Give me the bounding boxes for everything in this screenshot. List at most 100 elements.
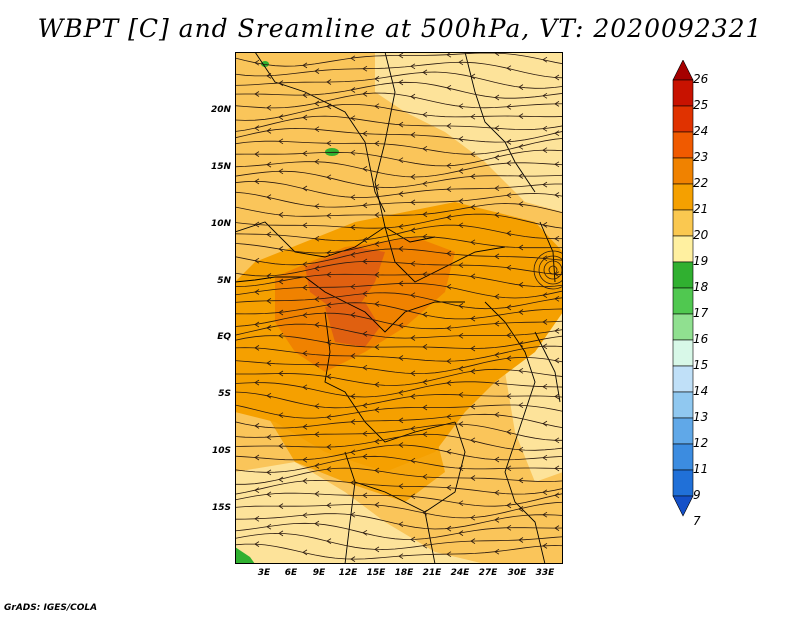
streamline-arrow — [470, 315, 476, 322]
lon-label: 18E — [394, 568, 414, 578]
streamline-arrow — [554, 465, 560, 472]
streamline-arrow — [362, 430, 368, 437]
streamline-arrow — [458, 365, 464, 372]
streamline-arrow — [362, 237, 368, 243]
wbpt-region-hotter — [305, 247, 385, 312]
streamline-arrow — [446, 448, 452, 455]
streamline-arrow — [470, 403, 476, 410]
streamline-arrow — [314, 322, 320, 328]
streamline-arrow — [362, 529, 368, 536]
streamline-arrow — [554, 295, 560, 302]
streamline-arrow — [398, 79, 404, 86]
streamline — [235, 292, 563, 310]
streamline — [235, 260, 563, 277]
streamline-arrow — [302, 62, 308, 69]
streamline-arrow — [446, 325, 452, 332]
streamline-arrow — [302, 549, 308, 556]
streamline-arrow — [266, 161, 272, 168]
streamline-arrow — [542, 420, 548, 427]
streamline-arrow — [458, 391, 464, 398]
streamline-arrow — [470, 273, 476, 280]
streamline — [235, 224, 563, 242]
streamline-arrow — [554, 525, 560, 531]
streamline-arrow — [458, 465, 464, 472]
streamline-vortex — [533, 250, 563, 290]
streamline-arrow — [422, 111, 428, 118]
streamline-arrow — [446, 380, 452, 386]
streamline-arrow — [326, 79, 332, 85]
streamline-arrow — [494, 456, 500, 463]
streamline-arrow — [542, 125, 548, 132]
streamline-arrow — [362, 258, 368, 265]
streamline — [235, 335, 563, 349]
streamline-arrow — [266, 128, 272, 134]
wbpt-patch-green — [235, 547, 255, 564]
streamline-arrow — [554, 74, 560, 81]
streamline-arrow — [506, 160, 512, 166]
colorbar-label: 18 — [693, 280, 709, 294]
streamline-arrow — [278, 278, 284, 285]
streamline-arrow — [494, 154, 500, 161]
streamline-arrow — [314, 431, 320, 438]
streamline — [235, 455, 563, 473]
streamline-arrow — [446, 214, 452, 221]
colorbar-label: 17 — [693, 306, 709, 320]
lon-label: 27E — [478, 568, 498, 578]
streamline — [235, 137, 563, 155]
streamline-arrow — [326, 174, 332, 181]
streamline-arrow — [266, 298, 272, 304]
streamline — [235, 92, 563, 109]
streamline-arrow — [506, 139, 512, 145]
colorbar-swatch — [672, 313, 694, 341]
streamline-arrow — [374, 103, 380, 110]
streamline-arrow — [410, 457, 416, 464]
streamline-arrow — [554, 130, 560, 137]
streamline — [235, 522, 563, 540]
streamline-arrow — [350, 479, 356, 486]
colorbar-label: 13 — [693, 410, 709, 424]
streamline-arrow — [410, 393, 416, 400]
lat-label: 20N — [210, 105, 231, 115]
streamline-arrow — [554, 101, 560, 107]
streamline-arrow — [422, 271, 428, 278]
streamline-arrow — [326, 339, 332, 346]
streamline-arrow — [266, 469, 272, 476]
streamline-arrow — [302, 384, 308, 391]
colorbar-swatch — [672, 209, 694, 237]
streamline-arrow — [410, 493, 416, 500]
streamline-arrow — [542, 454, 548, 461]
streamline-arrow — [278, 114, 284, 120]
streamline — [235, 104, 563, 121]
streamline-arrow — [542, 92, 548, 99]
streamline-arrow — [470, 514, 476, 521]
streamline-arrow — [410, 174, 416, 180]
streamline-arrow — [350, 511, 356, 518]
streamline-arrow — [554, 492, 560, 499]
streamline-arrow — [506, 355, 512, 362]
streamline-arrow — [410, 93, 416, 100]
streamline-arrow — [458, 198, 464, 204]
streamline-arrow — [266, 392, 272, 399]
streamline-arrow — [446, 484, 452, 491]
streamline-arrow — [410, 335, 416, 341]
streamline-arrow — [470, 113, 476, 120]
streamline-arrow — [398, 442, 404, 448]
colorbar-label: 16 — [693, 332, 709, 346]
streamline-arrow — [374, 407, 380, 413]
streamline — [235, 323, 563, 339]
streamline-arrow — [302, 312, 308, 319]
colorbar-label: 12 — [693, 436, 709, 450]
streamline-arrow — [506, 192, 512, 199]
streamline-arrow — [326, 140, 332, 147]
streamline-arrow — [410, 370, 416, 377]
streamline — [235, 356, 563, 375]
streamline-arrow — [398, 553, 404, 560]
streamline-arrow — [362, 290, 368, 297]
streamline-arrow — [542, 222, 548, 228]
streamline-arrow — [542, 511, 548, 518]
streamline — [235, 543, 563, 560]
streamline — [235, 444, 563, 461]
streamline — [235, 170, 563, 188]
streamline-arrow — [422, 211, 428, 218]
streamline-arrow — [254, 125, 260, 131]
